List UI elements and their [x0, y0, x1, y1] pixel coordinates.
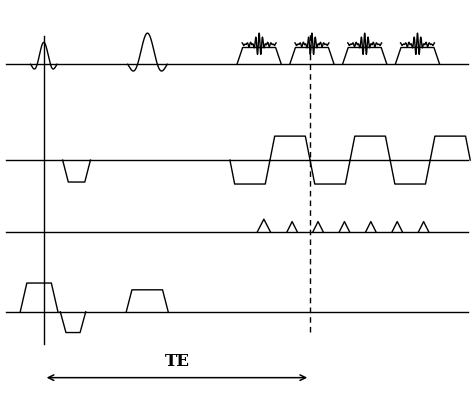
Text: TE: TE [164, 352, 190, 369]
